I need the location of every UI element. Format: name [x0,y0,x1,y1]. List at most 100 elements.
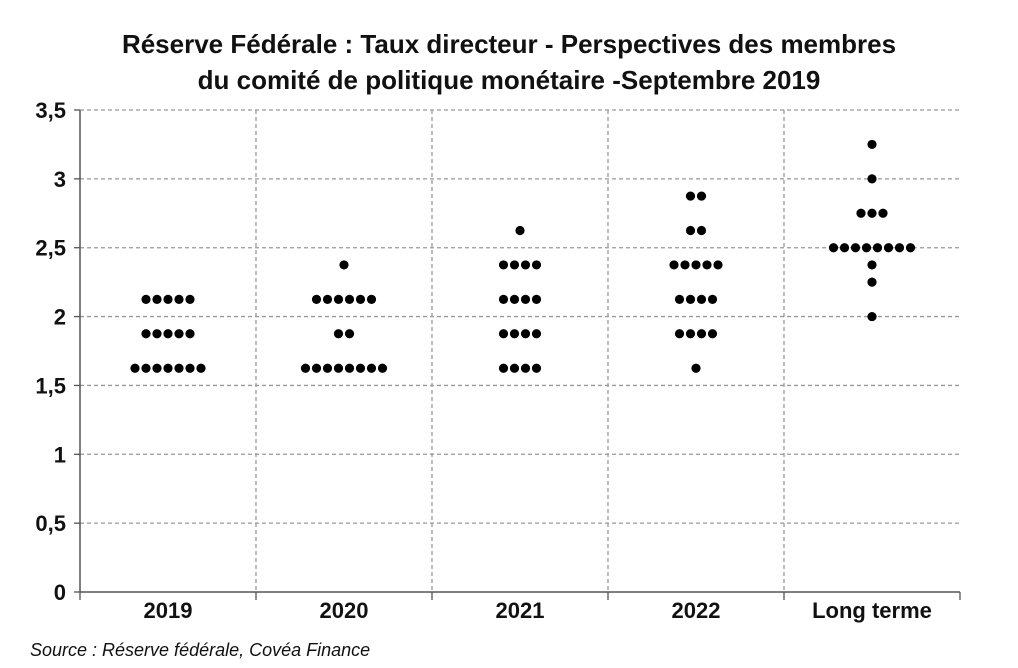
data-point [713,260,723,270]
chart-title-line-1: Réserve Fédérale : Taux directeur - Pers… [121,29,897,59]
data-point [669,260,679,270]
data-point [355,363,366,373]
data-point [196,363,206,373]
data-point [867,311,877,322]
data-point [174,329,184,339]
data-point [707,294,718,304]
chart-title-line-2: du comité de politique monétaire -Septem… [197,65,821,95]
y-tick-label: 0 [54,580,66,605]
data-point [152,294,162,304]
data-point [520,329,531,339]
data-point [905,243,916,253]
data-point [185,294,195,304]
data-point [141,363,151,373]
data-point [531,363,542,373]
data-point [498,294,509,304]
y-tick-label: 1,5 [35,373,66,398]
data-point [515,225,525,236]
y-tick-label: 1 [54,442,66,467]
data-point [152,363,162,373]
data-point [685,329,696,339]
data-point [366,363,377,373]
data-point [867,277,877,287]
data-point [531,260,542,270]
data-point [707,329,718,339]
data-point [339,260,349,270]
data-point [691,363,701,373]
data-point [509,260,520,270]
y-tick-label: 3 [54,167,66,192]
y-tick-label: 2 [54,305,66,330]
data-point [867,260,877,270]
data-point [152,329,162,339]
data-point [344,294,355,304]
data-point [531,329,542,339]
data-point [300,363,311,373]
data-point [696,294,707,304]
data-point [867,208,877,218]
x-tick-label: 2020 [320,598,369,623]
chart-title: Réserve Fédérale : Taux directeur - Pers… [0,26,1018,98]
data-point [839,243,850,253]
data-point [130,363,140,373]
data-point [691,260,701,270]
data-point [333,363,344,373]
source-note: Source : Réserve fédérale, Covéa Finance [30,640,371,660]
data-point [509,294,520,304]
data-point [674,329,685,339]
data-point [366,294,377,304]
data-point [344,329,355,339]
data-point [856,208,866,218]
data-point [520,363,531,373]
x-tick-label: 2021 [496,598,545,623]
data-point [322,294,333,304]
data-point [333,329,344,339]
data-point [883,243,894,253]
x-tick-label: 2019 [144,598,193,623]
y-tick-label: 2,5 [35,236,66,261]
data-point [520,260,531,270]
data-point [185,363,195,373]
data-point [685,191,696,201]
data-point [872,243,883,253]
data-point [174,363,184,373]
data-point [311,294,322,304]
data-point [163,329,173,339]
data-point [828,243,839,253]
data-point [333,294,344,304]
data-point [696,329,707,339]
data-point [509,363,520,373]
data-point [685,294,696,304]
data-point [141,294,151,304]
data-point [174,294,184,304]
x-tick-label: 2022 [672,598,721,623]
x-tick-label: Long terme [812,598,932,623]
data-point [685,225,696,236]
data-point [861,243,872,253]
data-point [878,208,888,218]
data-point [498,260,509,270]
data-point [344,363,355,373]
y-tick-label: 3,5 [35,98,66,123]
data-point [498,329,509,339]
data-point [163,294,173,304]
data-point [311,363,322,373]
data-point [520,294,531,304]
data-point [163,363,173,373]
data-point [867,139,877,150]
data-point [141,329,151,339]
data-point [531,294,542,304]
data-point [702,260,712,270]
data-point [509,329,520,339]
data-point [498,363,509,373]
data-point [355,294,366,304]
data-point [674,294,685,304]
data-point [680,260,690,270]
data-point [185,329,195,339]
data-point [894,243,905,253]
data-point [850,243,861,253]
data-point [322,363,333,373]
data-point [867,174,877,184]
data-point [696,191,707,201]
